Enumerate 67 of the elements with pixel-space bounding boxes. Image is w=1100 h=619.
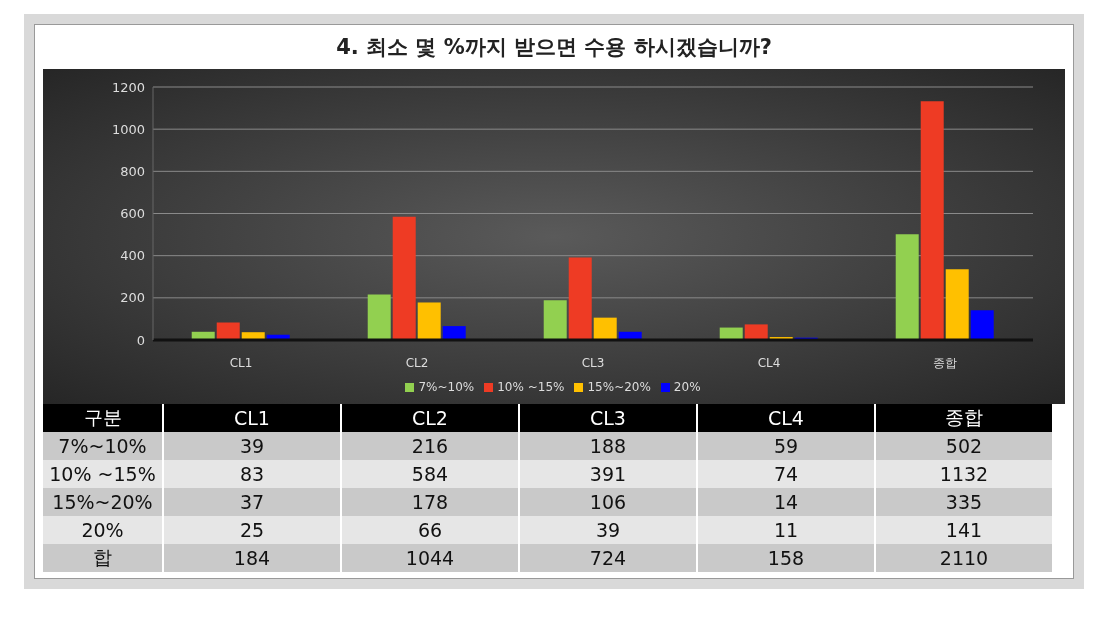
x-tick-label: CL1 xyxy=(229,355,253,370)
x-tick-label: 종합 xyxy=(933,355,957,370)
legend-label: 20% xyxy=(673,380,701,394)
y-tick-label: 1200 xyxy=(111,79,145,95)
bar xyxy=(241,332,265,340)
y-tick-label: 200 xyxy=(120,290,145,306)
text: 7%~10% xyxy=(58,435,147,457)
category-label: 종합 xyxy=(945,406,983,428)
category-label: CL3 xyxy=(590,407,626,429)
legend-label: 10% ~15% xyxy=(497,380,565,394)
text: 184 xyxy=(163,544,341,572)
text: 724 xyxy=(519,544,697,572)
data-label: 39 xyxy=(163,432,341,460)
y-tick-label: 800 xyxy=(120,163,145,179)
data-label: 391 xyxy=(519,460,697,488)
bar xyxy=(920,101,944,340)
bar xyxy=(744,324,768,340)
bar xyxy=(895,234,919,340)
data-label: 584 xyxy=(341,460,519,488)
legend-label: 15%~20% xyxy=(587,380,651,394)
bar xyxy=(945,269,969,340)
data-label: 11 xyxy=(697,516,875,544)
y-tick-label: 1000 xyxy=(111,121,145,137)
data-label: 39 xyxy=(519,516,697,544)
category-label: CL4 xyxy=(768,407,804,429)
text: 158 xyxy=(697,544,875,572)
data-label: 106 xyxy=(519,488,697,516)
data-label: 1132 xyxy=(875,460,1053,488)
bar xyxy=(543,300,567,340)
data-label: 83 xyxy=(163,460,341,488)
category-label: CL2 xyxy=(412,407,448,429)
x-tick-label: CL3 xyxy=(581,355,605,370)
bar xyxy=(417,302,441,340)
bar xyxy=(442,326,466,340)
data-label: 502 xyxy=(875,432,1053,460)
data-label: 14 xyxy=(697,488,875,516)
bar xyxy=(367,294,391,340)
x-tick-label: CL2 xyxy=(405,355,429,370)
data-label: 178 xyxy=(341,488,519,516)
bar xyxy=(970,310,994,340)
bar xyxy=(392,216,416,340)
bar xyxy=(593,317,617,340)
data-label: 141 xyxy=(875,516,1053,544)
text: 20% xyxy=(81,519,124,541)
text: 2110 xyxy=(875,544,1053,572)
text: 합 xyxy=(43,544,163,572)
data-label: 216 xyxy=(341,432,519,460)
y-tick-label: 0 xyxy=(136,332,145,348)
category-label: CL1 xyxy=(234,407,270,429)
data-label: 59 xyxy=(697,432,875,460)
y-tick-label: 400 xyxy=(120,248,145,264)
y-tick-label: 600 xyxy=(120,206,145,222)
data-label: 74 xyxy=(697,460,875,488)
data-label: 25 xyxy=(163,516,341,544)
text: 10% ~15% xyxy=(49,463,156,485)
x-tick-label: CL4 xyxy=(757,355,781,370)
data-label: 335 xyxy=(875,488,1053,516)
data-label: 37 xyxy=(163,488,341,516)
data-label: 188 xyxy=(519,432,697,460)
text: 1044 xyxy=(341,544,519,572)
bar xyxy=(216,322,240,340)
text: 구분 xyxy=(43,404,163,432)
legend-label: 7%~10% xyxy=(418,380,475,394)
chart-title: 4. 최소 몇 %까지 받으면 수용 하시겠습니까? xyxy=(335,34,773,61)
bar xyxy=(568,257,592,340)
data-label: 66 xyxy=(341,516,519,544)
text: 15%~20% xyxy=(52,491,153,513)
